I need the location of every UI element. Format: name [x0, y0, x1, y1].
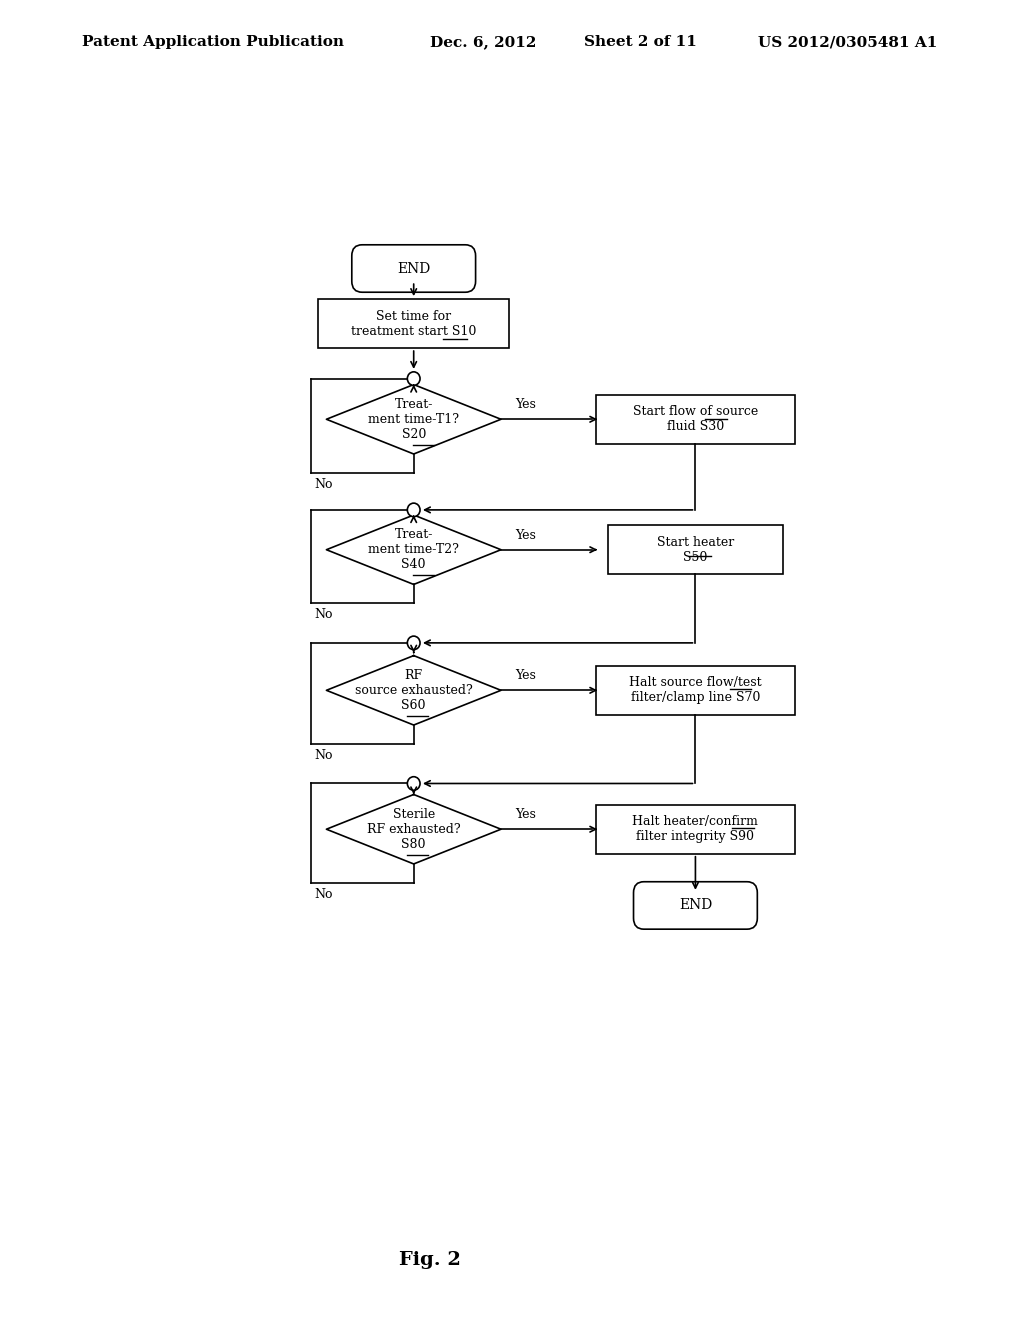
Text: No: No	[314, 888, 333, 900]
Text: Patent Application Publication: Patent Application Publication	[82, 36, 344, 49]
Text: END: END	[397, 261, 430, 276]
Text: Yes: Yes	[515, 399, 537, 412]
Text: Halt heater/confirm
filter integrity S90: Halt heater/confirm filter integrity S90	[633, 816, 759, 843]
Text: Start flow of source
fluid S30: Start flow of source fluid S30	[633, 405, 758, 433]
Text: No: No	[314, 748, 333, 762]
FancyBboxPatch shape	[634, 882, 758, 929]
Polygon shape	[327, 795, 501, 865]
Text: END: END	[679, 899, 712, 912]
Text: US 2012/0305481 A1: US 2012/0305481 A1	[758, 36, 937, 49]
Bar	[318, 300, 509, 348]
Bar	[608, 525, 782, 574]
Text: Sheet 2 of 11: Sheet 2 of 11	[584, 36, 696, 49]
Polygon shape	[327, 656, 501, 725]
Bar	[596, 395, 795, 444]
Text: Treat-
ment time-T2?
S40: Treat- ment time-T2? S40	[369, 528, 459, 572]
Circle shape	[408, 503, 420, 516]
Text: Fig. 2: Fig. 2	[399, 1250, 461, 1269]
Text: No: No	[314, 478, 333, 491]
Text: RF
source exhausted?
S60: RF source exhausted? S60	[355, 669, 472, 711]
Text: Yes: Yes	[515, 669, 537, 682]
Polygon shape	[327, 384, 501, 454]
Circle shape	[408, 636, 420, 649]
Circle shape	[408, 776, 420, 791]
Text: Treat-
ment time-T1?
S20: Treat- ment time-T1? S20	[369, 397, 459, 441]
Bar	[596, 665, 795, 715]
Text: Start heater
S50: Start heater S50	[656, 536, 734, 564]
Text: No: No	[314, 609, 333, 622]
Bar	[596, 805, 795, 854]
FancyBboxPatch shape	[352, 244, 475, 292]
Text: Sterile
RF exhausted?
S80: Sterile RF exhausted? S80	[367, 808, 461, 850]
Text: Yes: Yes	[515, 529, 537, 541]
Text: Yes: Yes	[515, 808, 537, 821]
Polygon shape	[327, 515, 501, 585]
Text: Halt source flow/test
filter/clamp line S70: Halt source flow/test filter/clamp line …	[629, 676, 762, 705]
Text: Set time for
treatment start S10: Set time for treatment start S10	[351, 310, 476, 338]
Circle shape	[408, 372, 420, 385]
Text: Dec. 6, 2012: Dec. 6, 2012	[430, 36, 537, 49]
